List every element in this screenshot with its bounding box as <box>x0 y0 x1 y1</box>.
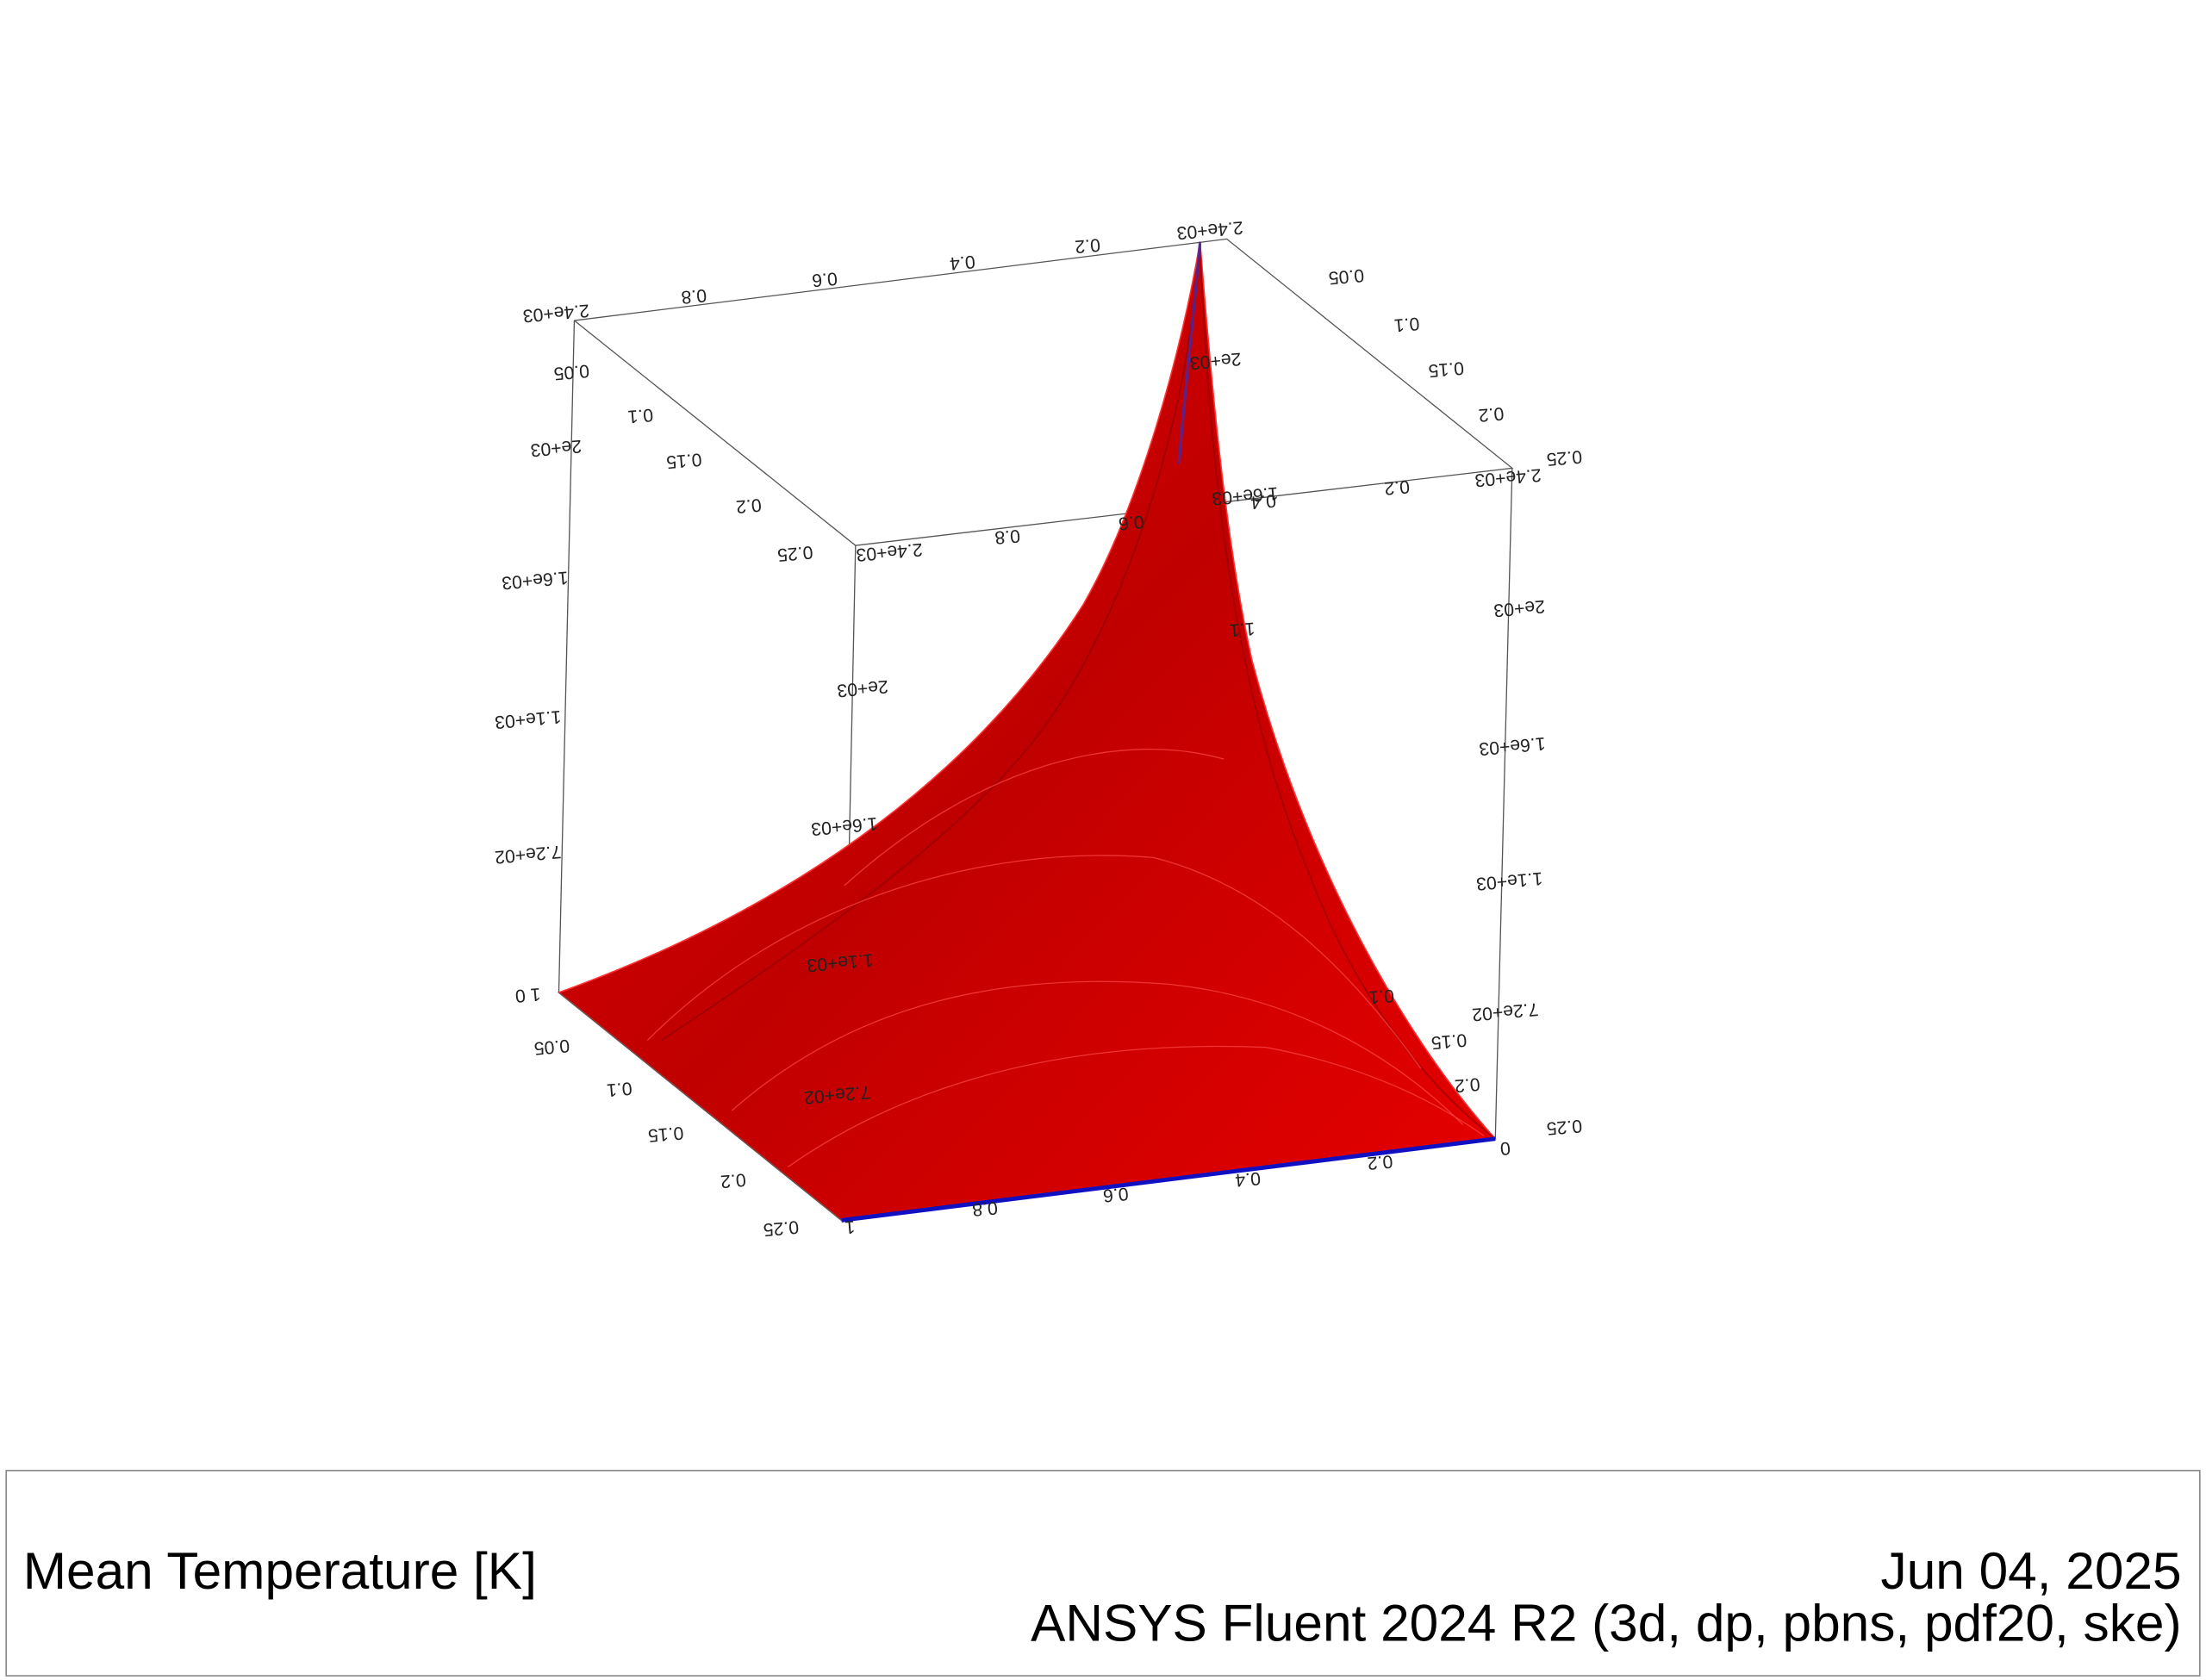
tick-label: 2e+03 <box>836 676 888 700</box>
tick-label: 0.05 <box>1328 264 1365 288</box>
tick-label: 2.4e+03 <box>1176 217 1244 243</box>
surface-mesh <box>646 855 1422 1069</box>
tick-label: 0.1 <box>627 405 654 426</box>
box-top <box>574 238 1514 546</box>
surface-fill <box>557 241 1497 1222</box>
tick-label: 0.05 <box>553 360 590 383</box>
tick-label: 0.8 <box>971 1198 998 1219</box>
surface-mesh <box>788 1045 1485 1167</box>
tick-labels: 2.4e+03 0.8 0.6 0.4 0.2 2.4e+03 0.05 0.1 0.15 0.2… <box>494 217 1583 1240</box>
tick-label: 0.8 <box>681 285 707 307</box>
tick-label: 0.6 <box>811 268 838 289</box>
box-edge <box>558 320 576 993</box>
tick-label: 7.2e+02 <box>494 842 562 868</box>
tick-label: 0.15 <box>647 1123 684 1146</box>
title-box <box>5 1470 2201 1677</box>
tick-label: 2e+03 <box>1492 596 1545 620</box>
surface-mesh <box>844 748 1225 887</box>
solver-version: ANSYS Fluent 2024 R2 (3d, dp, pbns, pdf2… <box>1031 1593 2181 1652</box>
box-edge <box>558 992 842 1221</box>
tick-label: 1.1e+03 <box>494 706 562 732</box>
surface <box>557 241 1497 1223</box>
box-edge <box>1494 468 1513 1139</box>
tick-label: 1.6e+03 <box>501 567 569 593</box>
tick-label: 0.25 <box>1546 446 1583 470</box>
tick-label: 0.6 <box>1102 1184 1129 1205</box>
tick-label: 0.2 <box>735 495 762 516</box>
tick-label: 0.1 <box>1393 313 1420 334</box>
tick-label: 0.15 <box>665 449 702 472</box>
tick-label: 0.2 <box>1454 1073 1480 1095</box>
tick-label: 0.25 <box>1546 1116 1583 1139</box>
tick-label: 0.1 <box>606 1078 633 1099</box>
tick-label: 0.15 <box>1430 1030 1468 1053</box>
tick-label: 0.25 <box>763 1216 800 1240</box>
surface-edge <box>1177 241 1202 464</box>
tick-label: 0.05 <box>533 1036 570 1059</box>
tick-label: 0.6 <box>1118 512 1144 533</box>
tick-label: 2.4e+03 <box>856 539 924 565</box>
tick-label: 0.4 <box>1249 490 1277 512</box>
tick-label: 0.2 <box>1478 403 1505 425</box>
tick-label: 0.25 <box>776 542 813 565</box>
tick-label: 1 <box>844 1216 856 1237</box>
tick-label: 2e+03 <box>530 436 583 460</box>
tick-label: 2.4e+03 <box>1474 464 1542 490</box>
tick-label: 0.2 <box>1367 1151 1393 1173</box>
tick-label: 0.4 <box>1234 1168 1262 1190</box>
tick-label: 7.2e+02 <box>1471 999 1539 1024</box>
tick-label: 0 <box>1499 1137 1511 1158</box>
tick-label: 0.2 <box>720 1169 746 1191</box>
surface-mesh <box>731 980 1464 1125</box>
tick-label: 0.2 <box>1383 476 1410 498</box>
tick-label: 0.2 <box>1074 234 1100 256</box>
tick-label: 2e+03 <box>1189 349 1242 373</box>
tick-label: 0.15 <box>1428 358 1465 381</box>
tick-label: 1.1 <box>1229 619 1256 640</box>
tick-label: 1 0 <box>514 984 541 1005</box>
tick-label: 1.1e+03 <box>1475 868 1543 894</box>
date: Jun 04, 2025 <box>1881 1541 2182 1600</box>
tick-label: 1.6e+03 <box>1478 733 1546 759</box>
field-title: Mean Temperature [K] <box>23 1541 537 1600</box>
tick-label: 0.4 <box>949 252 976 273</box>
surface-edge <box>841 1136 1496 1223</box>
surface-fold <box>661 241 1201 1042</box>
tick-label: 0.1 <box>1368 985 1394 1006</box>
tick-label: 2.4e+03 <box>522 300 590 326</box>
tick-label: 0.8 <box>994 526 1020 547</box>
